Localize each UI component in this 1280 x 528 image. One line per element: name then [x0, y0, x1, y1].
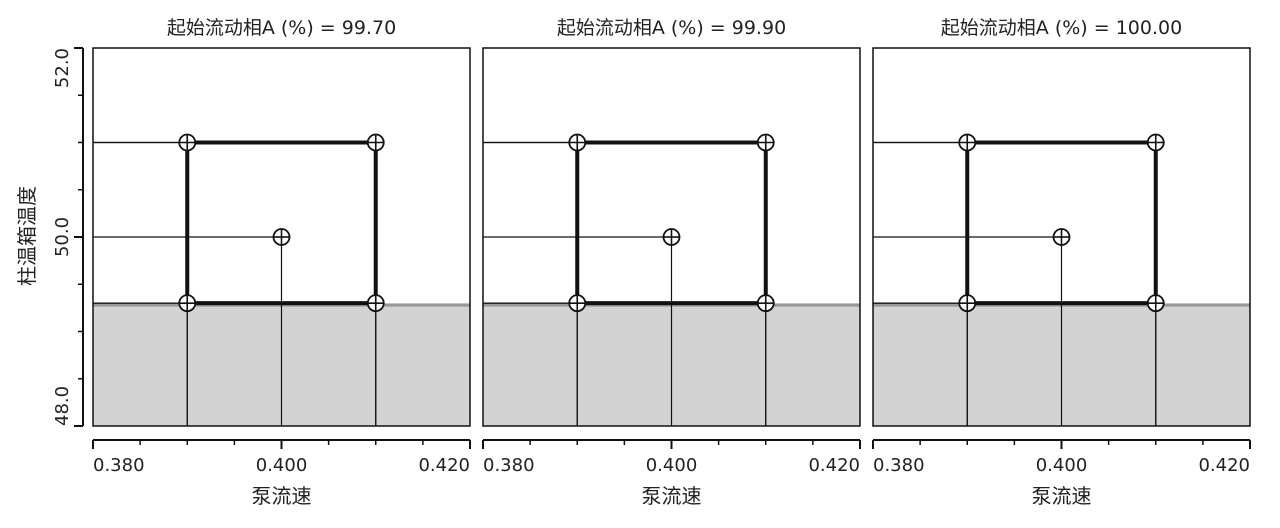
- panel-title: 起始流动相A (%) = 99.90: [557, 17, 786, 39]
- design-point: [178, 294, 197, 313]
- design-point: [662, 228, 681, 246]
- plot-frame: [92, 47, 471, 427]
- y-tick-label: 50.0: [52, 217, 73, 257]
- y-axis-label: 柱温箱温度: [15, 186, 39, 286]
- design-point: [958, 133, 977, 152]
- design-point: [568, 294, 587, 313]
- x-axis-label: 泵流速: [252, 484, 312, 508]
- x-tick-label: 0.420: [418, 455, 470, 476]
- panel-title: 起始流动相A (%) = 99.70: [167, 17, 396, 39]
- design-space-box: [575, 140, 768, 306]
- design-point: [366, 294, 385, 313]
- panel-1: 起始流动相A (%) = 99.70 0.380 0.400 0.420 泵流速 48.0…: [52, 17, 471, 508]
- design-point: [272, 228, 291, 246]
- x-tick-label: 0.420: [808, 455, 860, 476]
- design-point: [568, 133, 587, 152]
- panel-3: 起始流动相A (%) = 100.00 0.380 0.400 0.420 泵流速: [872, 17, 1251, 508]
- x-tick-label: 0.420: [1198, 455, 1250, 476]
- x-axis-label: 泵流速: [642, 484, 702, 508]
- x-tick-label: 0.380: [483, 455, 535, 476]
- plot-frame: [482, 47, 861, 427]
- design-space-box: [185, 140, 378, 306]
- design-point: [756, 294, 775, 313]
- y-tick-label: 48.0: [52, 386, 73, 426]
- design-point: [178, 133, 197, 152]
- x-tick-label: 0.400: [1036, 455, 1088, 476]
- design-point: [756, 133, 775, 152]
- design-point: [1052, 228, 1071, 246]
- design-point: [1146, 133, 1165, 152]
- x-axis-label: 泵流速: [1032, 484, 1092, 508]
- panel-2: 起始流动相A (%) = 99.90 0.380 0.400 0.420 泵流速: [482, 17, 861, 508]
- x-tick-label: 0.380: [873, 455, 925, 476]
- panels: 起始流动相A (%) = 99.70 0.380 0.400 0.420 泵流速 48.0…: [52, 17, 1251, 508]
- design-point: [366, 133, 385, 152]
- design-point: [1146, 294, 1165, 313]
- design-space-box: [965, 140, 1158, 306]
- x-tick-label: 0.400: [256, 455, 308, 476]
- x-tick-label: 0.400: [646, 455, 698, 476]
- x-tick-label: 0.380: [93, 455, 145, 476]
- y-tick-label: 52.0: [52, 48, 73, 88]
- design-point: [958, 294, 977, 313]
- panel-title: 起始流动相A (%) = 100.00: [941, 17, 1182, 39]
- plot-frame: [872, 47, 1251, 427]
